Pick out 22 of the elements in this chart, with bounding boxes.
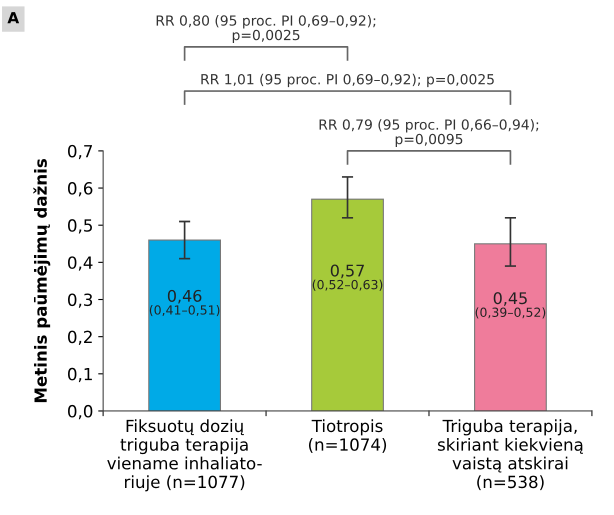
- y-tick-label: 0,6: [68, 182, 92, 196]
- bar: [311, 198, 384, 411]
- data-label: 0,46 (0,41–0,51): [150, 290, 220, 316]
- y-tick-label: 0,4: [68, 256, 92, 271]
- data-label: 0,45 (0,39–0,52): [476, 292, 546, 318]
- y-tick-label: 0,7: [68, 144, 92, 160]
- y-tick-label: 0,2: [68, 330, 92, 345]
- y-tick-label: 0,1: [68, 368, 92, 382]
- x-tick-label: Tiotropis (n=1074): [308, 419, 386, 453]
- y-tick-label: 0,3: [68, 293, 92, 308]
- y-tick-label: 0,5: [68, 219, 92, 234]
- bar: [148, 240, 222, 411]
- bar: [474, 243, 547, 411]
- data-label: 0,57 (0,52–0,63): [312, 264, 382, 291]
- y-axis-title: Metinis paūmėjimų dažnis: [33, 159, 50, 402]
- text: RR 1,01 (95 proc. PI 0,69–0,92); p=0,0025: [201, 74, 494, 88]
- y-tick-label: 0,0: [68, 404, 92, 420]
- text: A: [7, 12, 20, 24]
- text: RR 0,79 (95 proc. PI 0,66–0,94); p=0,0095: [320, 119, 538, 147]
- x-tick-label: Triguba terapija, skiriant kiekvieną vaistą atskirai (n=538): [438, 419, 583, 490]
- text: RR 0,80 (95 proc. PI 0,69–0,92); p=0,0025: [156, 15, 376, 43]
- x-tick-label: Fiksuotų dozių triguba terapija viename inhaliato- riuje (n=1077): [107, 419, 262, 492]
